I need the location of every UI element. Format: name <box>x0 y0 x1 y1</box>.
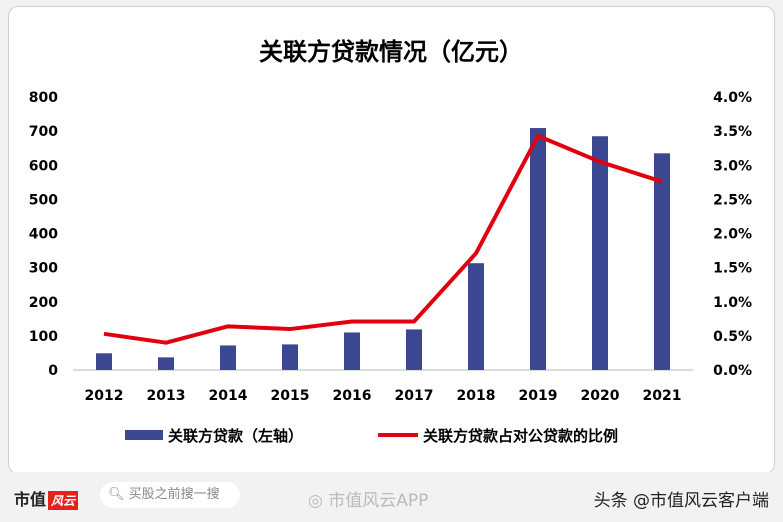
x-tick: 2018 <box>457 388 496 404</box>
y-left-tick: 100 <box>29 329 58 345</box>
y-left-tick: 0 <box>48 363 58 379</box>
y-left-tick: 400 <box>29 227 58 243</box>
bar-2021 <box>654 153 670 370</box>
y-right-tick: 1.5% <box>713 261 752 277</box>
chart-card <box>8 6 775 474</box>
weibo-text: 市值风云APP <box>328 491 429 511</box>
y-left-tick: 500 <box>29 192 58 208</box>
y-right-tick: 1.0% <box>713 295 752 311</box>
x-tick: 2021 <box>643 388 682 404</box>
y-left-tick: 200 <box>29 295 58 311</box>
bar-2016 <box>344 332 360 370</box>
search-placeholder: 买股之前搜一搜 <box>128 487 220 502</box>
bar-2018 <box>468 263 484 370</box>
logo-text: 市值 <box>14 490 47 509</box>
search-box[interactable]: 🔍︎ 买股之前搜一搜 <box>100 482 240 508</box>
x-tick: 2014 <box>209 388 248 404</box>
y-right-tick: 0.5% <box>713 329 752 345</box>
y-left-tick: 600 <box>29 158 58 174</box>
bar-2019 <box>530 128 546 370</box>
logo: 市值 风云 <box>14 486 79 510</box>
search-icon: 🔍︎ <box>108 487 129 502</box>
bar-2017 <box>406 329 422 370</box>
x-tick: 2012 <box>85 388 124 404</box>
legend-bar-label: 关联方贷款（左轴） <box>168 427 303 445</box>
y-right-tick: 3.5% <box>713 124 752 140</box>
toutiao-credit: 头条 @市值风云客户端 <box>593 491 769 511</box>
chart: 关联方贷款情况（亿元） 0 100 200 300 400 500 600 700 800 0.0%… <box>29 38 752 445</box>
y-left-tick: 700 <box>29 124 58 140</box>
x-tick: 2020 <box>581 388 620 404</box>
ratio-line <box>103 133 663 345</box>
weibo-icon: ◎ <box>308 491 329 511</box>
x-tick: 2019 <box>519 388 558 404</box>
bar-2020 <box>592 136 608 370</box>
footer: 市值 风云 🔍︎ 买股之前搜一搜 ◎ 市值风云APP 头条 @市值风云客户端 <box>0 472 783 522</box>
x-tick: 2015 <box>271 388 310 404</box>
bar-2012 <box>96 353 112 370</box>
y-right-tick: 4.0% <box>713 90 752 106</box>
x-tick: 2016 <box>333 388 372 404</box>
bar-2013 <box>158 357 174 370</box>
chart-title: 关联方贷款情况（亿元） <box>259 38 523 66</box>
logo-badge: 风云 <box>48 491 79 510</box>
y-right-tick: 0.0% <box>713 363 752 379</box>
bar-2015 <box>282 344 298 370</box>
y-right-tick: 2.0% <box>713 227 752 243</box>
legend-bar-swatch <box>125 430 163 440</box>
x-tick: 2013 <box>147 388 186 404</box>
y-right-tick: 2.5% <box>713 192 752 208</box>
x-tick: 2017 <box>395 388 434 404</box>
y-left-tick: 300 <box>29 261 58 277</box>
legend-line-label: 关联方贷款占对公贷款的比例 <box>423 427 618 445</box>
y-left-tick: 800 <box>29 90 58 106</box>
bar-2014 <box>220 345 236 370</box>
y-right-tick: 3.0% <box>713 158 752 174</box>
weibo-watermark: ◎ 市值风云APP <box>308 486 428 511</box>
